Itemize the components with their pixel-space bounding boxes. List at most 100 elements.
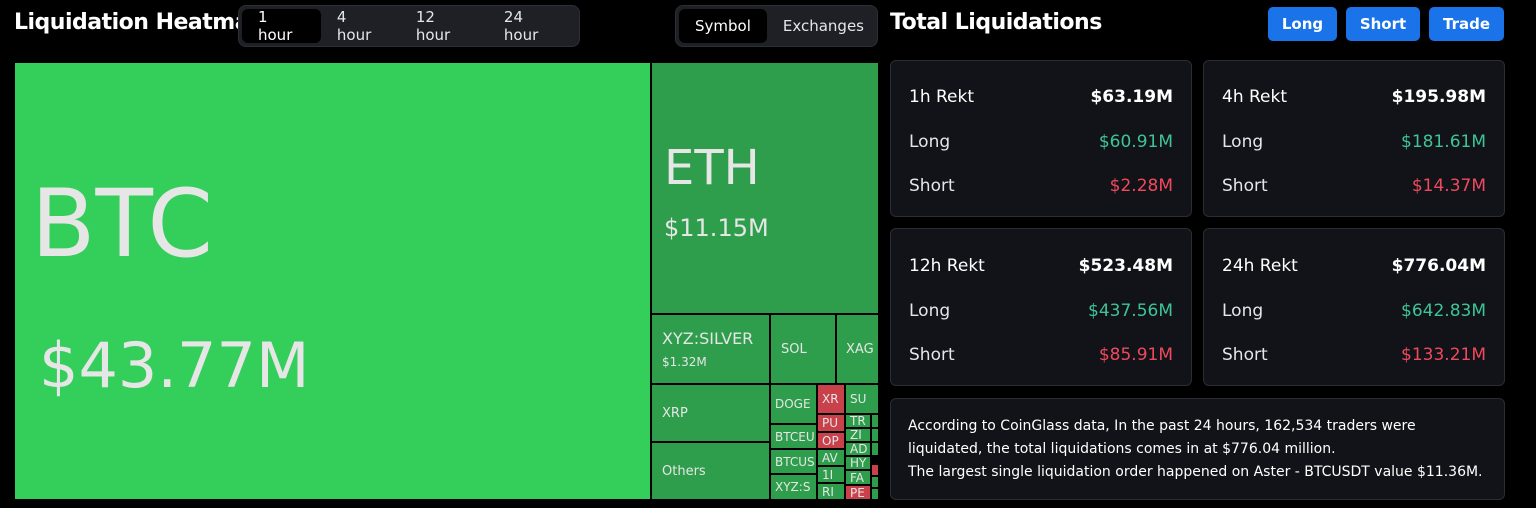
eth-symbol: ETH [664,140,760,196]
xr-label: XR [822,392,839,406]
su-label: SU [850,392,867,406]
card-4h-rekt: 4h Rekt $195.98M Long $181.61M Short $14.37… [1203,60,1505,217]
card-title: 12h Rekt [909,256,985,276]
btc-value: $43.77M [39,329,310,402]
liquidation-treemap: BTC $43.77M ETH $11.15M XYZ:SILVER $1.32… [14,62,879,500]
treemap-cell-btc[interactable]: BTC $43.77M [14,62,651,500]
xrp-label: XRP [662,405,688,421]
ad-label: AD [850,442,868,456]
liquidation-summary: According to CoinGlass data, In the past… [890,398,1505,500]
fa-label: FA [850,470,865,485]
treemap-cell-xr[interactable]: XR [817,384,845,414]
short-value: $2.28M [1109,176,1173,196]
treemap-cell-tr[interactable]: TR [845,414,871,428]
treemap-cell-small-1[interactable] [871,414,879,428]
btceu-label: BTCEU [775,429,815,444]
timeframe-24-hour[interactable]: 24 hour [503,8,539,44]
treemap-cell-sol[interactable]: SOL [770,314,836,384]
long-value: $60.91M [1098,132,1173,152]
treemap-cell-xyz-silver[interactable]: XYZ:SILVER $1.32M [651,314,770,384]
ri-label: RI [822,484,834,499]
av-label: AV [822,450,838,465]
card-total: $195.98M [1391,87,1486,107]
timeframe-1-hour[interactable]: 1 hour [242,8,321,44]
eth-value: $11.15M [664,214,769,242]
treemap-cell-small-5[interactable] [871,488,879,500]
treemap-cell-ad[interactable]: AD [845,442,871,456]
short-button[interactable]: Short [1346,7,1420,41]
doge-label: DOGE [775,397,811,411]
treemap-cell-su[interactable]: SU [845,384,879,414]
card-total: $523.48M [1078,256,1173,276]
short-label: Short [1222,176,1268,196]
treemap-cell-1i[interactable]: 1I [817,466,845,483]
view-symbol[interactable]: Symbol [679,9,767,43]
treemap-cell-small-red[interactable] [871,464,879,476]
treemap-cell-xag[interactable]: XAG [836,314,879,384]
treemap-cell-ri[interactable]: RI [817,483,845,500]
xag-label: XAG [846,341,874,357]
summary-line-2: The largest single liquidation order hap… [908,464,1483,480]
treemap-cell-zi[interactable]: ZI [845,428,871,442]
1i-label: 1I [822,467,834,482]
timeframe-selector: 1 hour 4 hour 12 hour 24 hour [238,5,580,47]
long-value: $437.56M [1088,301,1173,321]
treemap-cell-av[interactable]: AV [817,449,845,466]
long-button[interactable]: Long [1268,7,1337,41]
long-label: Long [909,132,951,152]
sol-label: SOL [781,341,807,357]
treemap-cell-small-4[interactable] [871,476,879,488]
long-label: Long [909,301,951,321]
card-24h-rekt: 24h Rekt $776.04M Long $642.83M Short $133.… [1203,228,1505,386]
view-selector: Symbol Exchanges [675,5,878,47]
treemap-cell-others[interactable]: Others [651,442,770,500]
short-label: Short [909,345,955,365]
card-title: 4h Rekt [1222,87,1288,107]
short-value: $133.21M [1401,345,1486,365]
treemap-cell-pe[interactable]: PE [845,485,871,500]
trade-button[interactable]: Trade [1429,7,1504,41]
short-value: $14.37M [1411,176,1486,196]
timeframe-12-hour[interactable]: 12 hour [415,8,451,44]
btcus-label: BTCUS [775,454,815,469]
timeframe-4-hour[interactable]: 4 hour [336,8,372,44]
silver-symbol: XYZ:SILVER [662,329,754,348]
pe-label: PE [850,485,865,500]
treemap-cell-doge[interactable]: DOGE [770,384,817,424]
card-total: $776.04M [1391,256,1486,276]
card-12h-rekt: 12h Rekt $523.48M Long $437.56M Short $85.9… [890,228,1192,386]
treemap-cell-btceu[interactable]: BTCEU [770,424,817,449]
summary-line-1: According to CoinGlass data, In the past… [908,418,1416,457]
short-value: $85.91M [1098,345,1173,365]
op-label: OP [822,433,839,448]
xyzs-label: XYZ:S [775,480,811,494]
tr-label: TR [850,414,866,428]
zi-label: ZI [850,428,862,442]
card-1h-rekt: 1h Rekt $63.19M Long $60.91M Short $2.28M [890,60,1192,217]
treemap-cell-op[interactable]: OP [817,432,845,449]
short-label: Short [909,176,955,196]
treemap-cell-small-3[interactable] [871,442,879,456]
card-title: 1h Rekt [909,87,975,107]
pu-label: PU [822,416,839,430]
short-label: Short [1222,345,1268,365]
silver-value: $1.32M [662,355,707,369]
treemap-cell-eth[interactable]: ETH $11.15M [651,62,879,314]
card-title: 24h Rekt [1222,256,1298,276]
card-total: $63.19M [1090,87,1173,107]
long-label: Long [1222,301,1264,321]
treemap-cell-hy[interactable]: HY [845,456,871,470]
treemap-cell-xyz-s[interactable]: XYZ:S [770,474,817,500]
treemap-cell-btcus[interactable]: BTCUS [770,449,817,474]
total-liquidations-title: Total Liquidations [890,10,1102,35]
treemap-cell-fa[interactable]: FA [845,470,871,485]
treemap-cell-xrp[interactable]: XRP [651,384,770,442]
hy-label: HY [850,456,867,470]
heatmap-title: Liquidation Heatmap [14,10,265,35]
treemap-cell-pu[interactable]: PU [817,414,845,432]
long-label: Long [1222,132,1264,152]
others-label: Others [662,463,706,479]
view-exchanges[interactable]: Exchanges [782,17,864,35]
treemap-cell-small-2[interactable] [871,428,879,442]
long-value: $642.83M [1401,301,1486,321]
